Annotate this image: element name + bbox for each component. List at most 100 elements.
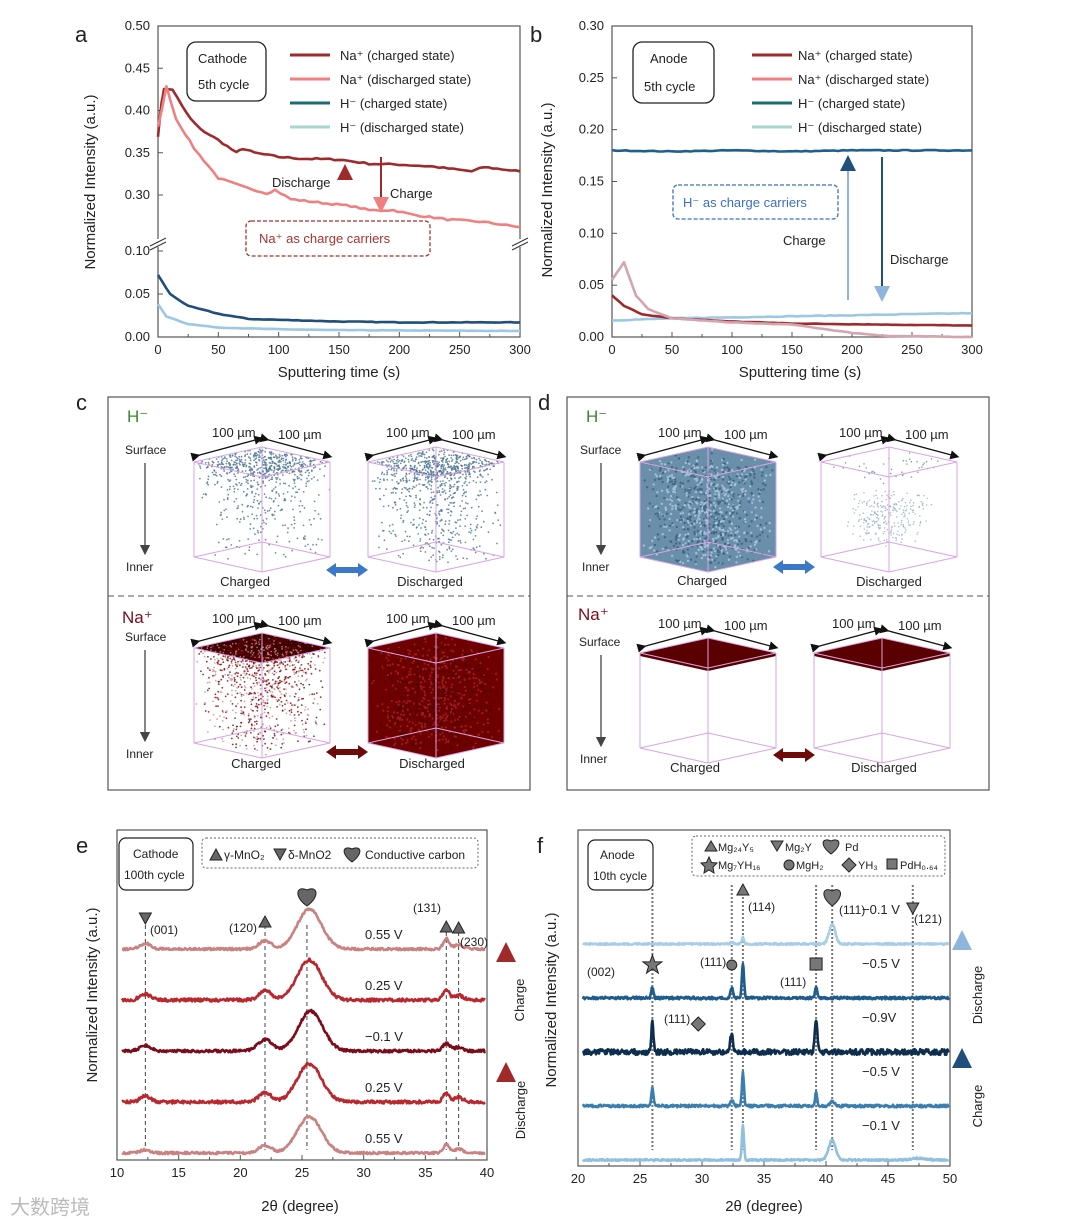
ion-dot: [454, 704, 457, 707]
ion-dot: [293, 704, 296, 706]
ion-dot: [890, 514, 892, 517]
ion-dot: [898, 534, 900, 536]
ion-dot: [308, 693, 311, 696]
ion-dot: [481, 730, 484, 734]
ion-dot: [715, 525, 718, 529]
ion-dot: [451, 692, 455, 695]
ion-dot: [458, 683, 461, 686]
ion-dot: [438, 461, 441, 464]
ion-dot: [909, 508, 912, 510]
ion-dot: [646, 486, 649, 489]
ion-dot: [389, 664, 392, 667]
ion-dot: [694, 490, 698, 494]
ion-dot: [461, 494, 464, 497]
ion-dot: [209, 719, 211, 721]
ion-dot: [436, 675, 439, 679]
ion-dot: [399, 707, 402, 710]
ion-dot: [293, 470, 296, 473]
ion-dot: [438, 556, 441, 558]
ion-dot: [734, 534, 737, 537]
ion-dot: [317, 513, 320, 515]
ion-dot: [249, 505, 252, 508]
ion-dot: [239, 518, 242, 521]
ion-dot: [408, 716, 411, 719]
ion-dot: [292, 649, 295, 652]
ion-dot: [419, 464, 421, 467]
ion-dot: [247, 538, 250, 540]
ion-dot: [467, 463, 470, 466]
ion-dot: [422, 677, 425, 681]
ion-dot: [445, 687, 448, 690]
ion-dot: [721, 475, 725, 479]
ion-dot: [451, 466, 454, 469]
ion-dot: [403, 700, 406, 703]
ion-dot: [265, 650, 268, 653]
ion-dot: [268, 646, 271, 648]
ion-dot: [265, 647, 267, 649]
ion-dot: [321, 686, 324, 689]
cube-3d-map: 100 µm 100 µm: [817, 425, 960, 573]
ion-dot: [450, 502, 453, 504]
ion-dot: [236, 692, 239, 695]
ion-dot: [866, 516, 869, 519]
ion-dot: [721, 528, 724, 532]
ion-dot: [307, 469, 310, 472]
ion-dot: [216, 696, 219, 699]
ion-dot: [655, 553, 658, 556]
ion-dot: [236, 702, 239, 705]
ion-dot: [876, 505, 879, 507]
ion-dot: [455, 521, 458, 524]
ion-dot: [245, 732, 248, 734]
charge-label: Charge: [390, 186, 433, 201]
ion-dot: [240, 721, 243, 724]
ion-dot: [256, 705, 258, 708]
ion-dot: [277, 684, 280, 687]
ion-dot: [432, 680, 435, 683]
ion-dot: [247, 650, 250, 653]
ion-dot: [393, 467, 395, 470]
ion-dot: [288, 709, 291, 712]
ion-dot: [290, 500, 292, 502]
ion-dot: [251, 468, 254, 471]
ion-dot: [426, 654, 429, 657]
ion-dot: [743, 493, 747, 496]
ion-dot: [245, 478, 248, 481]
ion-dot: [890, 529, 893, 531]
panel-letter: c: [76, 390, 87, 415]
ion-dot: [298, 714, 300, 716]
ion-dot: [695, 466, 699, 469]
ion-dot: [679, 481, 682, 484]
cube-edge: [193, 556, 263, 573]
ion-dot: [413, 479, 415, 482]
ion-dot: [656, 533, 660, 536]
ion-dot: [403, 486, 406, 489]
ion-dot: [464, 744, 467, 747]
ion-dot: [404, 742, 407, 745]
ion-dot: [699, 537, 702, 540]
ion-dot: [423, 725, 426, 728]
ion-dot: [663, 535, 667, 539]
ion-dot: [273, 673, 275, 676]
ion-dot: [214, 554, 217, 556]
ion-dot: [235, 463, 238, 465]
ion-dot: [289, 702, 292, 704]
ion-dot: [231, 466, 233, 469]
ion-dot: [397, 664, 400, 667]
ion-dot: [904, 527, 906, 529]
ion-dot: [273, 468, 276, 470]
x-tick-label: 0: [608, 342, 615, 357]
ion-dot: [257, 467, 260, 470]
ion-dot: [455, 689, 458, 692]
ion-dot: [438, 709, 441, 712]
ion-dot: [283, 661, 285, 663]
ion-dot: [463, 722, 466, 725]
ion-dot: [408, 540, 410, 543]
series-h-charged: [156, 274, 521, 325]
ion-dot: [253, 495, 256, 498]
ion-dot: [717, 535, 720, 539]
ion-dot: [468, 670, 471, 674]
ion-dot: [423, 453, 426, 456]
ion-dot: [912, 509, 915, 512]
ion-dot: [475, 458, 478, 461]
ion-dot: [230, 737, 233, 740]
